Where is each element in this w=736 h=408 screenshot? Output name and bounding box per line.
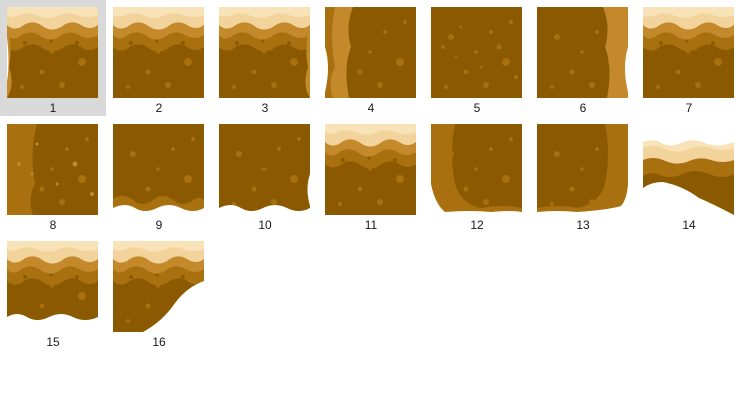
tile-thumbnail: [431, 7, 522, 98]
file-label: 3: [261, 101, 269, 115]
tile-thumbnail: [325, 124, 416, 215]
file-label: 10: [258, 218, 272, 232]
file-label: 12: [470, 218, 484, 232]
file-item[interactable]: 5: [424, 0, 530, 116]
file-item[interactable]: 10: [212, 117, 318, 233]
file-label: 7: [685, 101, 693, 115]
tile-thumbnail: [325, 7, 416, 98]
file-label: 14: [682, 218, 696, 232]
file-label: 5: [473, 101, 481, 115]
file-label: 9: [155, 218, 163, 232]
file-item[interactable]: 1: [0, 0, 106, 116]
file-item[interactable]: 14: [636, 117, 736, 233]
file-label: 15: [46, 335, 60, 349]
tile-thumbnail: [113, 241, 204, 332]
tile-thumbnail: [113, 124, 204, 215]
tile-thumbnail: [431, 124, 522, 215]
file-label: 6: [579, 101, 587, 115]
file-label: 2: [155, 101, 163, 115]
file-item[interactable]: 2: [106, 0, 212, 116]
file-item[interactable]: 3: [212, 0, 318, 116]
tile-thumbnail: [219, 124, 310, 215]
tile-thumbnail: [219, 7, 310, 98]
tile-thumbnail: [643, 7, 734, 98]
file-item[interactable]: 11: [318, 117, 424, 233]
file-item[interactable]: 12: [424, 117, 530, 233]
file-item[interactable]: 9: [106, 117, 212, 233]
file-item[interactable]: 4: [318, 0, 424, 116]
file-item[interactable]: 7: [636, 0, 736, 116]
file-label: 4: [367, 101, 375, 115]
file-item[interactable]: 16: [106, 234, 212, 350]
tile-thumbnail: [537, 7, 628, 98]
tile-thumbnail: [7, 7, 98, 98]
file-label: 1: [49, 101, 57, 115]
tile-thumbnail: [7, 241, 98, 332]
file-item[interactable]: 8: [0, 117, 106, 233]
tile-thumbnail: [643, 124, 734, 215]
file-label: 16: [152, 335, 166, 349]
file-label: 8: [49, 218, 57, 232]
file-item[interactable]: 15: [0, 234, 106, 350]
file-item[interactable]: 13: [530, 117, 636, 233]
file-label: 13: [576, 218, 590, 232]
file-label: 11: [364, 218, 378, 232]
file-item[interactable]: 6: [530, 0, 636, 116]
tile-thumbnail: [113, 7, 204, 98]
tile-thumbnail: [537, 124, 628, 215]
tile-thumbnail: [7, 124, 98, 215]
